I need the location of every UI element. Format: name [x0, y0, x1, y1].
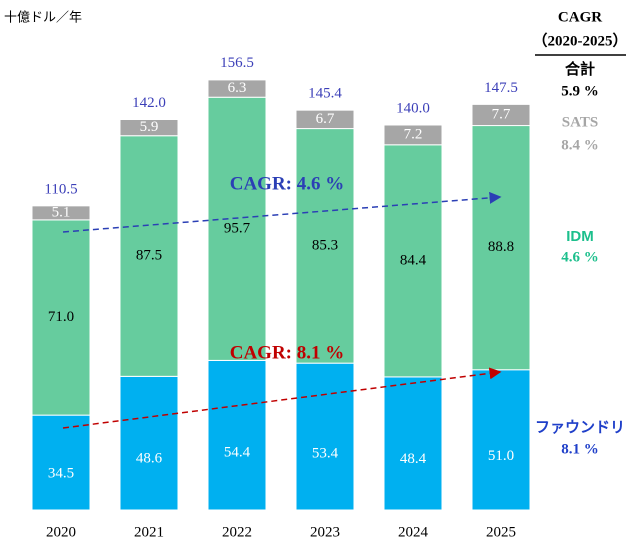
bar-segment — [383, 376, 443, 511]
x-tick-label: 2023 — [310, 524, 340, 540]
total-label: 147.5 — [484, 80, 518, 96]
segment-label: 5.1 — [52, 204, 71, 220]
bar-segment — [207, 96, 267, 361]
annotation: CAGR: 4.6 % — [230, 173, 345, 194]
legend-subtitle: （2020-2025） — [533, 31, 628, 49]
bar-segment — [471, 103, 531, 127]
total-label: 110.5 — [44, 182, 77, 198]
bar-segment — [295, 109, 355, 130]
unit-label: 十億ドル／年 — [4, 9, 82, 24]
bar-segment — [31, 205, 91, 221]
total-label: 140.0 — [396, 100, 430, 116]
bar-segment — [31, 414, 91, 511]
x-tick-label: 2020 — [46, 524, 76, 540]
segment-label: 95.7 — [224, 220, 251, 236]
total-label: 142.0 — [132, 95, 166, 111]
segment-label: 7.2 — [404, 126, 423, 142]
bar-segment — [295, 362, 355, 511]
legend-name: IDM — [566, 228, 594, 245]
segment-label: 51.0 — [488, 448, 514, 464]
bar-segment — [295, 128, 355, 364]
legend-title: CAGR — [558, 9, 602, 25]
total-label: 156.5 — [220, 55, 254, 71]
legend-name: SATS — [562, 114, 598, 130]
legend-total: 合計 — [564, 60, 595, 78]
segment-label: 6.3 — [228, 80, 247, 96]
bar-segment — [383, 144, 443, 378]
segment-label: 54.4 — [224, 445, 251, 461]
x-tick-label: 2025 — [486, 524, 516, 540]
segment-label: 6.7 — [316, 111, 335, 127]
segment-label: 34.5 — [48, 465, 74, 481]
legend-cagr: 8.4 % — [561, 137, 599, 153]
x-tick-label: 2021 — [134, 524, 164, 540]
bar-segment — [207, 79, 267, 98]
bar-segment — [31, 219, 91, 416]
bar-segment — [383, 124, 443, 146]
segment-label: 71.0 — [48, 309, 74, 325]
segment-label: 85.3 — [312, 237, 338, 253]
legend-cagr: 8.1 % — [561, 441, 599, 457]
bar-segment — [471, 125, 531, 371]
segment-label: 87.5 — [136, 247, 162, 263]
legend-name: ファウンドリ — [535, 419, 625, 436]
x-tick-label: 2024 — [398, 524, 429, 540]
segment-label: 88.8 — [488, 239, 514, 255]
trend-arrow — [62, 367, 502, 429]
bar-segment — [207, 359, 267, 511]
segment-label: 5.9 — [140, 119, 159, 135]
segment-label: 48.4 — [400, 451, 427, 467]
total-label: 145.4 — [308, 86, 342, 102]
x-tick-label: 2022 — [222, 524, 252, 540]
bar-segment — [119, 119, 179, 137]
bar-segment — [119, 135, 179, 377]
segment-label: 48.6 — [136, 451, 163, 467]
legend-total-cagr: 5.9 % — [561, 83, 599, 99]
annotation: CAGR: 8.1 % — [230, 342, 345, 363]
bar-segment — [119, 375, 179, 511]
segment-label: 84.4 — [400, 252, 427, 268]
segment-label: 53.4 — [312, 446, 339, 462]
bar-segment — [471, 369, 531, 511]
trend-arrow — [62, 191, 502, 233]
segment-label: 7.7 — [492, 106, 511, 122]
legend-cagr: 4.6 % — [561, 249, 599, 265]
